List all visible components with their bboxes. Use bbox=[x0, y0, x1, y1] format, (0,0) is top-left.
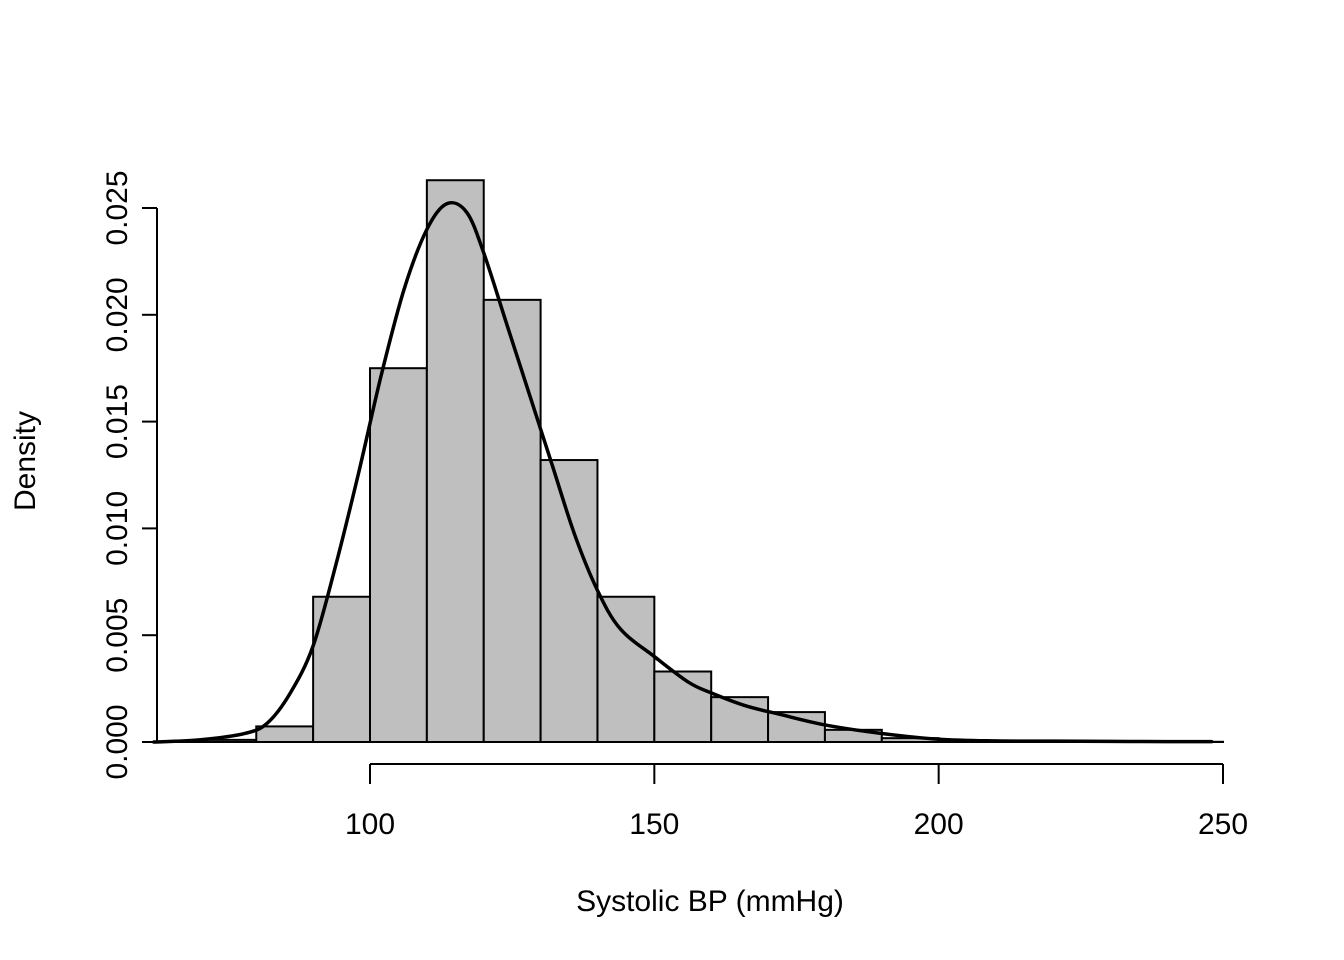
y-axis: 0.000 0.005 0.010 0.015 0.020 0.025 bbox=[101, 170, 158, 780]
x-axis: 100 150 200 250 bbox=[345, 763, 1248, 841]
y-tick-label: 0.020 bbox=[101, 277, 134, 352]
histogram-bars bbox=[151, 179, 1224, 744]
x-axis-title: Systolic BP (mmHg) bbox=[576, 885, 844, 918]
histogram-bar bbox=[767, 711, 826, 744]
histogram-bar bbox=[369, 367, 428, 743]
histogram-bar bbox=[539, 459, 599, 743]
histogram-bar bbox=[482, 298, 542, 743]
x-tick-label: 150 bbox=[629, 808, 679, 841]
histogram-bar bbox=[596, 595, 656, 744]
x-tick-label: 100 bbox=[345, 808, 395, 841]
density-curve-group bbox=[152, 200, 1214, 744]
histogram-bar bbox=[653, 670, 713, 744]
y-tick-label: 0.010 bbox=[101, 491, 134, 566]
x-tick-label: 250 bbox=[1198, 808, 1248, 841]
y-tick-label: 0.005 bbox=[101, 598, 134, 673]
y-tick-label: 0.015 bbox=[101, 384, 134, 459]
x-tick-label: 200 bbox=[914, 808, 964, 841]
density-curve bbox=[152, 200, 1214, 744]
y-tick-label: 0.025 bbox=[101, 170, 134, 245]
histogram-bar bbox=[255, 725, 315, 744]
y-tick-label: 0.000 bbox=[101, 704, 134, 779]
y-axis-title: Density bbox=[9, 411, 42, 511]
histogram-bar bbox=[425, 179, 485, 743]
